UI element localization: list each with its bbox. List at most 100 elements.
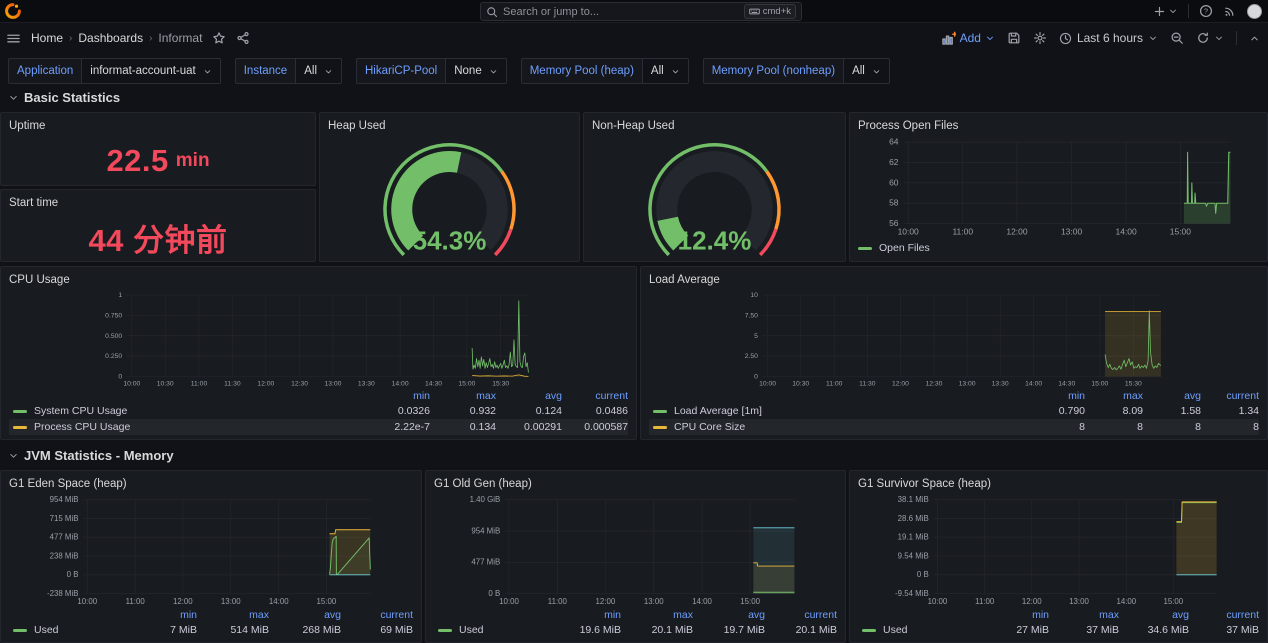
dashboard-settings-gear-icon[interactable]: [1033, 31, 1047, 45]
panel-nonheap-used: Non-Heap Used 12.4%: [583, 112, 846, 262]
chevron-down-icon: [671, 67, 680, 76]
grafana-logo[interactable]: [5, 3, 21, 19]
variable-label: Instance: [235, 58, 295, 84]
legend-stat-header[interactable]: avg: [506, 390, 562, 402]
legend-stat-header[interactable]: min: [559, 609, 621, 621]
legend-header-row: minmaxavg current: [434, 608, 837, 622]
breadcrumb-home[interactable]: Home: [31, 31, 63, 45]
panel-cpu-usage: CPU Usage 10:0010:3011:0011:3012:0012:30…: [0, 266, 637, 440]
help-icon[interactable]: ?: [1199, 4, 1213, 18]
svg-text:14:00: 14:00: [392, 380, 409, 387]
panel-title[interactable]: Non-Heap Used: [584, 113, 845, 137]
svg-text:2.50: 2.50: [745, 353, 758, 360]
variable-value-dropdown[interactable]: All: [843, 58, 890, 84]
legend-stat-value: 1.58: [1153, 405, 1201, 417]
search-input[interactable]: Search or jump to... cmd+k: [480, 2, 802, 21]
panel-title[interactable]: Load Average: [641, 267, 1267, 291]
panel-title[interactable]: G1 Survivor Space (heap): [850, 471, 1267, 495]
variable-hikaricp-pool: HikariCP-PoolNone: [356, 58, 507, 84]
legend-stat-header[interactable]: min: [1037, 390, 1085, 402]
chevron-up-icon[interactable]: [1249, 33, 1260, 44]
panel-title[interactable]: Process Open Files: [850, 113, 1267, 137]
legend-stat-header[interactable]: max: [631, 609, 693, 621]
legend-stat-header[interactable]: avg: [1129, 609, 1189, 621]
menu-hamburger-icon[interactable]: [6, 31, 21, 46]
panel-title[interactable]: G1 Eden Space (heap): [1, 471, 421, 495]
g1-eden-chart[interactable]: 10:0011:0012:0013:0014:0015:00-238 MiB0 …: [1, 495, 421, 607]
g1-old-gen-chart[interactable]: 10:0011:0012:0013:0014:0015:000 B477 MiB…: [426, 495, 845, 607]
panel-title[interactable]: Uptime: [1, 113, 315, 137]
new-menu-button[interactable]: [1153, 5, 1178, 18]
legend-series-name[interactable]: Process CPU Usage: [9, 421, 364, 433]
breadcrumb-dashboards[interactable]: Dashboards: [78, 31, 143, 45]
legend-stat-header[interactable]: current: [775, 609, 837, 621]
svg-text:12:30: 12:30: [925, 380, 942, 387]
divider: [1188, 4, 1189, 18]
panel-title[interactable]: Heap Used: [320, 113, 579, 137]
save-dashboard-icon[interactable]: [1007, 31, 1021, 45]
legend-stat-header[interactable]: max: [1059, 609, 1119, 621]
svg-text:0.500: 0.500: [105, 333, 122, 340]
svg-text:13:00: 13:00: [644, 597, 664, 606]
variable-value-dropdown[interactable]: All: [642, 58, 689, 84]
chevron-down-icon: [203, 67, 212, 76]
svg-text:-238 MiB: -238 MiB: [47, 589, 79, 598]
svg-text:10:00: 10:00: [499, 597, 519, 606]
legend-stat-header[interactable]: current: [1199, 609, 1259, 621]
legend-stat-header[interactable]: max: [440, 390, 496, 402]
legend-stat-header[interactable]: max: [1095, 390, 1143, 402]
variable-value-dropdown[interactable]: All: [295, 58, 342, 84]
panel-title[interactable]: G1 Old Gen (heap): [426, 471, 845, 495]
panel-g1-eden-space: G1 Eden Space (heap) 10:0011:0012:0013:0…: [0, 470, 422, 643]
time-range-picker[interactable]: Last 6 hours: [1059, 31, 1158, 45]
legend-stat-header[interactable]: current: [1211, 390, 1259, 402]
share-icon[interactable]: [236, 31, 250, 45]
svg-text:14:00: 14:00: [1025, 380, 1042, 387]
legend-item[interactable]: Open Files: [858, 239, 1259, 257]
add-panel-button[interactable]: Add: [941, 31, 995, 46]
panel-title[interactable]: Start time: [1, 190, 315, 214]
svg-text:14:30: 14:30: [1058, 380, 1075, 387]
svg-text:11:00: 11:00: [952, 227, 973, 237]
user-avatar[interactable]: [1247, 4, 1262, 19]
g1-old-gen-legend: minmaxavgcurrentUsed19.6 MiB20.1 MiB19.7…: [426, 607, 845, 642]
top-navbar: Search or jump to... cmd+k ?: [0, 0, 1268, 23]
svg-text:1.40 GiB: 1.40 GiB: [470, 495, 501, 504]
svg-text:38.1 MiB: 38.1 MiB: [898, 495, 929, 504]
legend-series-name[interactable]: Used: [858, 624, 979, 636]
legend-series-name[interactable]: Used: [434, 624, 549, 636]
legend-stat-header[interactable]: current: [351, 609, 413, 621]
legend-stat-header[interactable]: min: [989, 609, 1049, 621]
section-jvm-statistics-memory[interactable]: JVM Statistics - Memory: [8, 448, 174, 463]
cpu-usage-chart[interactable]: 10:0010:3011:0011:3012:0012:3013:0013:30…: [1, 291, 636, 388]
panel-start-time: Start time 44 分钟前: [0, 189, 316, 262]
g1-survivor-chart[interactable]: 10:0011:0012:0013:0014:0015:00-9.54 MiB0…: [850, 495, 1267, 607]
load-average-chart[interactable]: 10:0010:3011:0011:3012:0012:3013:0013:30…: [641, 291, 1267, 388]
legend-stat-header[interactable]: avg: [1153, 390, 1201, 402]
zoom-out-time-icon[interactable]: [1170, 31, 1184, 45]
svg-text:60: 60: [889, 177, 899, 187]
legend-series-name[interactable]: Used: [9, 624, 125, 636]
legend-series-name[interactable]: CPU Core Size: [649, 421, 1027, 433]
legend-stat-header[interactable]: min: [374, 390, 430, 402]
legend-series-name[interactable]: System CPU Usage: [9, 405, 364, 417]
legend-stat-header[interactable]: avg: [703, 609, 765, 621]
legend-stat-value: 0.124: [506, 405, 562, 417]
panel-title[interactable]: CPU Usage: [1, 267, 636, 291]
section-basic-statistics[interactable]: Basic Statistics: [8, 90, 120, 105]
favorite-star-icon[interactable]: [212, 31, 226, 45]
refresh-control[interactable]: [1196, 31, 1224, 45]
variable-value-dropdown[interactable]: informat-account-uat: [81, 58, 220, 84]
legend-stat-header[interactable]: min: [135, 609, 197, 621]
news-rss-icon[interactable]: [1223, 4, 1237, 18]
variable-value-dropdown[interactable]: None: [445, 58, 507, 84]
legend-stat-header[interactable]: max: [207, 609, 269, 621]
open-files-chart[interactable]: 10:0011:0012:0013:0014:0015:005658606264: [850, 137, 1267, 238]
legend-stat-header[interactable]: avg: [279, 609, 341, 621]
legend-series-name[interactable]: Load Average [1m]: [649, 405, 1027, 417]
breadcrumb-dashboard-name[interactable]: Informat: [158, 31, 202, 45]
legend-stat-header[interactable]: current: [572, 390, 628, 402]
legend-stat-value: 7 MiB: [135, 624, 197, 636]
svg-text:15:30: 15:30: [492, 380, 509, 387]
svg-text:15:00: 15:00: [317, 597, 337, 606]
